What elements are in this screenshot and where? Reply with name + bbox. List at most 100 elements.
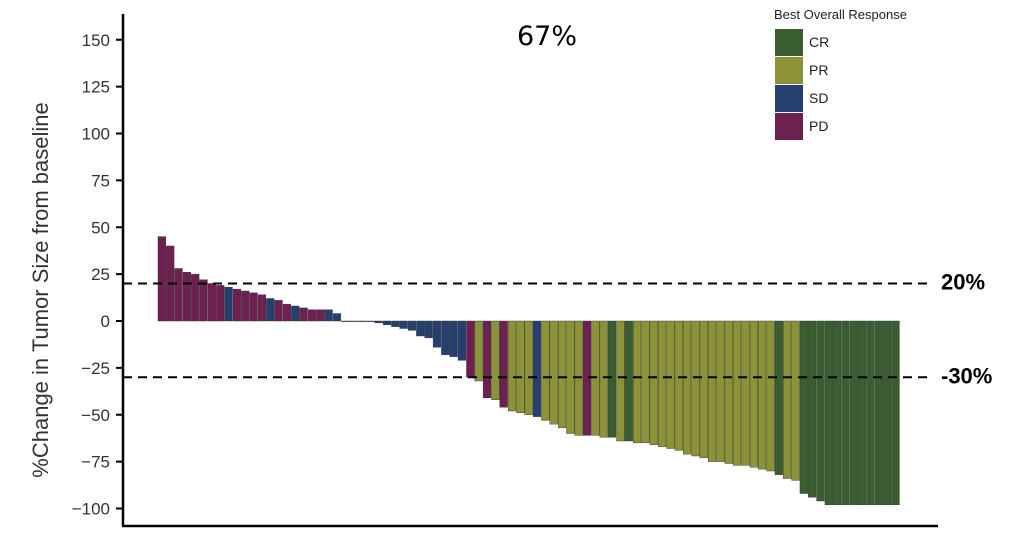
bar-sd	[341, 320, 350, 322]
bar-group	[157, 236, 900, 505]
bar-sd	[332, 313, 342, 322]
bar-pr	[724, 320, 733, 464]
reference-line-group: 20% -30%	[123, 270, 992, 388]
bar-cr	[866, 320, 875, 505]
response-rate-annotation: 67%	[517, 21, 577, 52]
bar-sd	[416, 320, 425, 337]
bar-cr	[608, 320, 617, 438]
bar-pd	[157, 236, 166, 322]
bar-pd	[216, 285, 225, 322]
y-axis-label: %Change in Tumor Size from baseline	[28, 102, 53, 477]
legend-swatch-sd	[775, 85, 803, 112]
bar-pr	[516, 320, 525, 414]
y-tick-label: 0	[101, 312, 110, 331]
y-tick-label: 75	[91, 171, 110, 190]
bar-pd	[199, 279, 208, 322]
legend-swatch-pr	[775, 57, 803, 84]
bar-sd	[399, 320, 408, 329]
bar-pr	[741, 320, 750, 466]
bar-sd	[324, 309, 333, 322]
bar-sd	[449, 320, 458, 357]
bar-sd	[424, 320, 433, 339]
y-tick-label: −50	[81, 406, 110, 425]
bar-pd	[482, 320, 492, 399]
reference-line-label: -30%	[941, 363, 992, 388]
bar-sd	[407, 320, 417, 331]
y-tick-label: 50	[91, 218, 110, 237]
bar-pr	[716, 320, 725, 462]
bar-cr	[808, 320, 817, 498]
bar-pr	[666, 320, 675, 449]
reference-line-label: 20%	[941, 270, 985, 295]
bar-pr	[749, 320, 758, 468]
bar-pr	[674, 320, 683, 451]
bar-pr	[733, 320, 742, 466]
bar-sd	[357, 320, 367, 322]
bar-pd	[232, 288, 241, 322]
bar-cr	[833, 320, 842, 505]
bar-cr	[858, 320, 867, 505]
bar-pd	[249, 292, 258, 322]
bar-pd	[207, 283, 216, 322]
bar-pr	[524, 320, 533, 415]
y-tick-group: 150 125 100 75 50 25 0 −25 −50 −75 −100	[72, 31, 123, 519]
y-tick-label: 150	[82, 31, 110, 50]
bar-pr	[683, 320, 692, 455]
bar-pr	[691, 320, 700, 457]
bar-pr	[541, 320, 550, 421]
bar-cr	[816, 320, 825, 502]
y-tick-label: −100	[72, 500, 110, 519]
bar-pd	[299, 307, 308, 322]
legend-label-pr: PR	[809, 62, 828, 78]
legend-label-sd: SD	[809, 90, 828, 106]
bar-cr	[774, 320, 783, 475]
bar-sd	[457, 320, 467, 361]
bar-sd	[382, 320, 392, 325]
y-tick-label: 125	[82, 78, 110, 97]
legend-label-cr: CR	[809, 34, 829, 50]
bar-sd	[366, 320, 375, 322]
bar-pd	[499, 320, 508, 408]
bar-cr	[891, 320, 900, 505]
y-tick-label: −75	[81, 453, 110, 472]
bar-pd	[191, 273, 200, 322]
bar-pr	[599, 320, 608, 438]
y-tick-label: 25	[91, 265, 110, 284]
bar-pd	[466, 320, 475, 378]
bar-sd	[441, 320, 450, 355]
legend-title: Best Overall Response	[774, 7, 907, 22]
legend-swatch-cr	[775, 29, 803, 56]
bar-pr	[699, 320, 708, 459]
chart-axes	[121, 14, 938, 528]
bar-pr	[474, 320, 483, 382]
bar-cr	[849, 320, 858, 505]
bar-cr	[624, 320, 633, 442]
bar-pr	[649, 320, 658, 445]
bar-sd	[291, 305, 300, 322]
bar-pr	[708, 320, 717, 462]
bar-pr	[758, 320, 767, 470]
bar-sd	[266, 298, 275, 322]
bar-pd	[174, 268, 183, 322]
bar-pr	[616, 320, 625, 442]
y-tick-label: 100	[82, 125, 110, 144]
bar-pd	[274, 300, 283, 322]
bar-pr	[633, 320, 642, 444]
legend-label-pd: PD	[809, 118, 828, 134]
bar-pr	[491, 320, 500, 400]
bar-sd	[349, 320, 358, 322]
bar-cr	[874, 320, 883, 505]
bar-pr	[507, 320, 517, 412]
bar-pd	[316, 309, 325, 322]
bar-pd	[307, 309, 317, 322]
bar-pr	[641, 320, 650, 444]
legend-swatch-pd	[775, 113, 803, 140]
bar-pr	[549, 320, 558, 425]
bar-sd	[532, 320, 542, 417]
bar-sd	[374, 320, 383, 324]
bar-cr	[824, 320, 833, 505]
bar-pr	[791, 320, 800, 481]
bar-pr	[557, 320, 567, 429]
bar-pd	[257, 294, 266, 322]
